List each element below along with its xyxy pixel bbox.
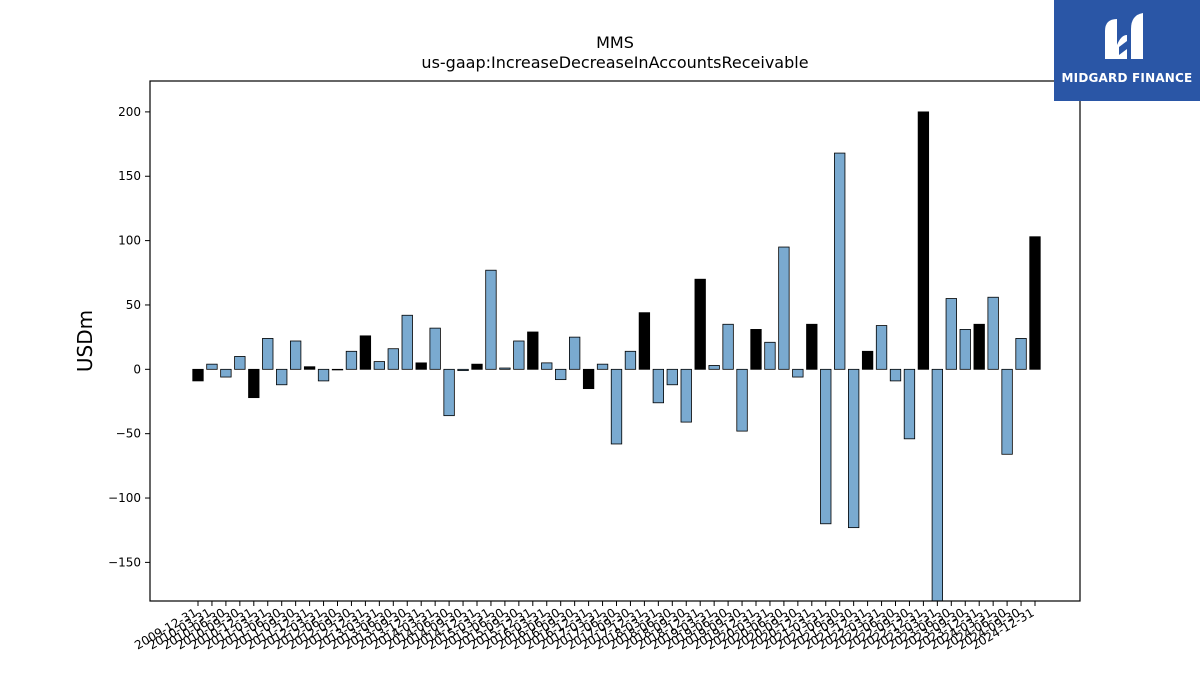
bar-2012-03-31 xyxy=(317,368,330,382)
midgard-logo-icon xyxy=(1105,13,1143,59)
bar-2019-06-30 xyxy=(722,323,734,370)
bar-2011-06-30 xyxy=(276,368,288,386)
bar-2018-06-30 xyxy=(666,368,678,386)
bar-2019-03-31 xyxy=(708,365,720,370)
bar-2013-06-30 xyxy=(387,348,399,370)
bar-2015-03-31 xyxy=(485,269,497,370)
brand-logo: MIDGARD FINANCE xyxy=(1054,0,1200,101)
bar-2023-09-30 xyxy=(959,329,971,370)
bar-2020-03-31 xyxy=(764,341,776,370)
bar-2014-06-30 xyxy=(443,368,455,417)
bar-2017-06-30 xyxy=(610,368,623,445)
y-axis-label: USDm xyxy=(73,310,97,372)
bar-2010-09-30 xyxy=(234,356,246,370)
bar-2012-12-31 xyxy=(359,335,372,370)
y-axis: −150 −100 −50 0 50 100 150 200 xyxy=(108,105,150,569)
chart-subtitle: us-gaap:IncreaseDecreaseInAccountsReceiv… xyxy=(421,53,808,72)
bar-2017-09-30 xyxy=(624,350,637,370)
bar-2016-03-31 xyxy=(541,362,553,370)
bar-2014-03-31 xyxy=(429,327,441,370)
chart-title: MMS xyxy=(596,33,634,52)
bar-2013-12-31 xyxy=(415,362,427,370)
bar-2016-12-31 xyxy=(582,368,595,390)
bar-2011-03-31 xyxy=(262,338,274,370)
y-tick-label: 150 xyxy=(118,169,141,183)
bar-2023-06-30 xyxy=(945,298,957,370)
bar-2017-12-31 xyxy=(638,312,651,370)
bar-2012-06-30 xyxy=(331,368,344,371)
y-tick-label: 50 xyxy=(126,298,141,312)
y-tick-label: 200 xyxy=(118,105,141,119)
bar-2024-09-30 xyxy=(1015,338,1027,370)
bar-2022-09-30 xyxy=(903,368,916,440)
bar-2016-06-30 xyxy=(555,368,567,381)
bar-2021-06-30 xyxy=(834,152,846,370)
bar-2023-12-31 xyxy=(973,323,985,370)
bar-2020-12-31 xyxy=(806,323,818,370)
bar-2013-03-31 xyxy=(373,361,386,370)
bar-2009-12-31 xyxy=(192,368,204,382)
y-tick-label: 100 xyxy=(118,234,141,248)
bar-2020-06-30 xyxy=(778,246,790,370)
bar-2010-06-30 xyxy=(220,368,232,378)
bar-2010-12-31 xyxy=(248,368,260,399)
y-tick-label: 0 xyxy=(133,362,141,376)
bar-2018-12-31 xyxy=(694,278,706,370)
bar-2021-09-30 xyxy=(848,368,860,529)
bar-2015-06-30 xyxy=(499,367,511,370)
bar-2017-03-31 xyxy=(596,363,609,370)
bar-2022-06-30 xyxy=(889,368,902,382)
bar-2014-09-30 xyxy=(457,368,469,372)
bar-2012-09-30 xyxy=(345,350,358,370)
bar-2010-03-31 xyxy=(206,363,218,370)
bar-2018-03-31 xyxy=(652,368,664,404)
bar-2013-09-30 xyxy=(401,314,413,370)
bar-2019-12-31 xyxy=(750,329,762,370)
x-axis: 2009-12-312010-03-312010-06-302010-09-30… xyxy=(132,601,1037,652)
bar-2011-12-31 xyxy=(303,366,316,370)
bar-2016-09-30 xyxy=(569,336,581,370)
bar-2021-03-31 xyxy=(820,368,832,525)
bar-series xyxy=(192,111,1041,602)
bar-2022-12-31 xyxy=(917,111,930,370)
bar-2020-09-30 xyxy=(792,368,804,378)
bar-2021-12-31 xyxy=(861,350,874,370)
bar-2015-12-31 xyxy=(527,331,539,370)
y-tick-label: −100 xyxy=(108,491,141,505)
bar-2024-06-30 xyxy=(1001,368,1013,455)
bar-2018-09-30 xyxy=(680,368,692,423)
bar-2011-09-30 xyxy=(289,340,302,370)
bar-2024-12-31 xyxy=(1029,236,1041,370)
bar-2022-03-31 xyxy=(875,325,888,370)
bar-2024-03-31 xyxy=(987,296,999,370)
bar-2015-09-30 xyxy=(513,340,525,370)
bar-2019-09-30 xyxy=(736,368,748,432)
y-tick-label: −50 xyxy=(116,427,141,441)
brand-name: MIDGARD FINANCE xyxy=(1061,71,1193,85)
plot-frame xyxy=(149,80,1081,602)
bar-2023-03-31 xyxy=(931,368,943,602)
y-tick-label: −150 xyxy=(108,555,141,569)
bar-2014-12-31 xyxy=(471,363,483,370)
